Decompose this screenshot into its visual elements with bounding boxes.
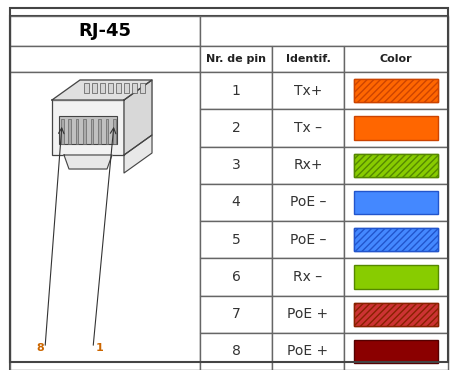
Bar [200,333,272,370]
Bar [272,147,344,184]
Bar [200,221,272,258]
Text: PoE –: PoE – [290,195,326,209]
Bar [354,303,438,326]
Bar [100,83,105,93]
Bar [200,184,272,221]
Bar [200,296,272,333]
Text: 5: 5 [232,233,240,247]
Text: Identif.: Identif. [285,54,330,64]
Bar [108,83,113,93]
Text: 2: 2 [232,121,240,135]
Text: 1: 1 [96,343,104,353]
Bar [92,83,97,93]
Bar [272,221,344,258]
Bar [344,296,448,333]
Bar [61,119,64,144]
Text: Rx –: Rx – [294,270,322,284]
Text: RJ-45: RJ-45 [78,22,131,40]
Bar [200,109,272,147]
Text: 4: 4 [232,195,240,209]
Bar [52,100,124,155]
Bar [354,116,438,139]
Bar [272,72,344,109]
Bar [10,46,200,72]
Bar [272,333,344,370]
Bar [84,83,89,93]
Bar [272,296,344,333]
Bar [91,119,93,144]
Bar [132,83,137,93]
Bar [354,228,438,251]
Bar [354,340,438,363]
Bar [344,221,448,258]
Bar [113,119,115,144]
Bar [344,333,448,370]
Bar [354,265,438,289]
Bar [344,46,448,72]
Bar [272,258,344,296]
Bar [83,119,86,144]
Bar [200,258,272,296]
Text: 6: 6 [232,270,240,284]
Bar [272,46,344,72]
Text: 8: 8 [36,343,44,353]
Bar [354,79,438,102]
Text: 7: 7 [232,307,240,321]
Text: Color: Color [380,54,412,64]
Bar [344,72,448,109]
Bar [76,119,78,144]
Bar [354,303,438,326]
Bar [140,83,145,93]
Text: PoE –: PoE – [290,233,326,247]
Bar [200,72,272,109]
Text: PoE +: PoE + [288,307,328,321]
Bar [354,228,438,251]
Bar [10,16,200,46]
Bar [68,119,71,144]
Bar [200,147,272,184]
Text: 3: 3 [232,158,240,172]
Bar [272,184,344,221]
Polygon shape [124,80,152,155]
Text: 8: 8 [232,344,240,359]
Text: Tx+: Tx+ [294,84,322,98]
Bar [272,109,344,147]
Bar [10,72,200,370]
Bar [59,116,117,144]
Bar [354,154,438,177]
Bar [344,184,448,221]
Text: 1: 1 [232,84,240,98]
Bar [200,16,448,46]
Text: Rx+: Rx+ [293,158,323,172]
Bar [200,46,272,72]
Polygon shape [64,155,112,169]
Bar [124,83,129,93]
Polygon shape [124,135,152,173]
Bar [344,109,448,147]
Bar [354,191,438,214]
Bar [116,83,121,93]
Bar [344,147,448,184]
Text: PoE +: PoE + [288,344,328,359]
Bar [344,258,448,296]
Bar [354,79,438,102]
Bar [98,119,101,144]
Text: Tx –: Tx – [294,121,322,135]
Text: Nr. de pin: Nr. de pin [206,54,266,64]
Polygon shape [52,80,152,100]
Bar [106,119,108,144]
Bar [354,154,438,177]
